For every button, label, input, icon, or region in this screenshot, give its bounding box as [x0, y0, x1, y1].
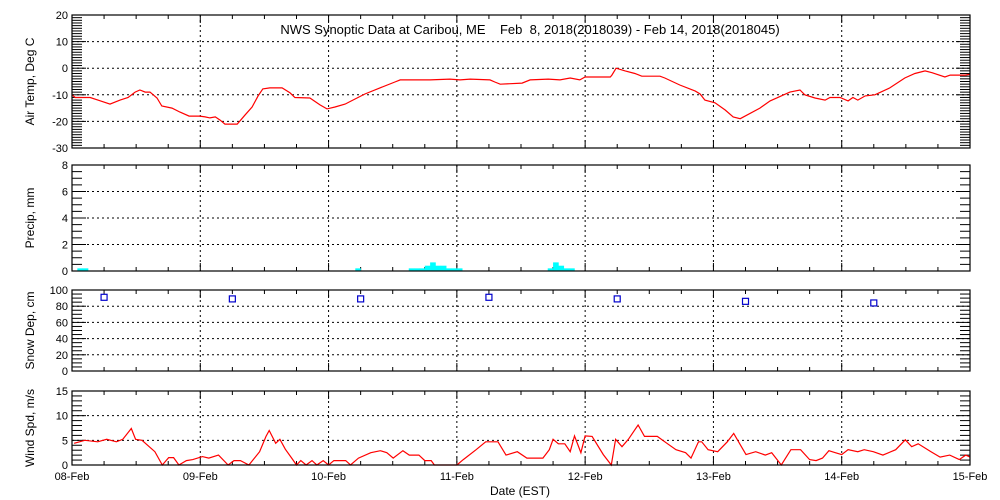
y-tick-label: 40	[56, 334, 68, 346]
panel-frame	[71, 390, 971, 466]
snow-depth-point	[100, 293, 108, 301]
y-axis-label: Precip, mm	[23, 188, 37, 249]
precip-bar	[547, 268, 554, 271]
x-tick-label: 08-Feb	[55, 471, 90, 483]
x-tick-label: 14-Feb	[824, 471, 859, 483]
precip-bar	[553, 262, 559, 271]
precip-bar	[446, 268, 452, 271]
precip-bar	[430, 262, 436, 271]
x-tick-label: 15-Feb	[953, 471, 988, 483]
precip-bar	[435, 265, 442, 271]
y-tick-label: -20	[52, 116, 68, 128]
x-tick-label: 12-Feb	[568, 471, 603, 483]
precip-bar	[419, 268, 426, 271]
precip-bar	[456, 268, 463, 271]
x-axis-label: Date (EST)	[490, 484, 550, 498]
x-tick-label: 10-Feb	[311, 471, 346, 483]
precip-bar	[558, 265, 565, 271]
precip-bar	[414, 268, 420, 271]
chart-title: NWS Synoptic Data at Caribou, ME Feb 8, …	[280, 22, 779, 37]
y-tick-label: 20	[56, 10, 68, 22]
precip-bar	[408, 268, 415, 271]
x-tick-label: 09-Feb	[183, 471, 218, 483]
snow-depth-point	[741, 297, 750, 305]
y-axis-label: Air Temp, Deg C	[23, 37, 37, 125]
snow-depth-point	[870, 299, 878, 307]
panel-frame	[71, 289, 971, 372]
y-tick-label: 100	[50, 285, 68, 297]
snow-depth-point	[357, 295, 365, 303]
y-tick-label: 60	[56, 317, 68, 329]
precip-bar	[569, 268, 575, 271]
precip-bar	[440, 265, 447, 271]
precip-bar	[82, 268, 89, 271]
snow-depth-point	[228, 295, 236, 303]
x-tick-label: 13-Feb	[696, 471, 731, 483]
y-tick-label: 8	[62, 160, 68, 172]
air-temp-line	[71, 67, 971, 125]
wind-speed-line	[73, 423, 971, 467]
y-tick-label: -10	[52, 90, 68, 102]
x-tick-label: 11-Feb	[440, 471, 474, 483]
y-tick-label: 0	[62, 63, 68, 75]
y-tick-label: 20	[56, 350, 68, 362]
y-tick-label: 10	[56, 411, 68, 423]
y-tick-label: 0	[62, 366, 68, 378]
y-tick-label: 2	[62, 240, 68, 252]
y-axis-label: Wind Spd, m/s	[23, 389, 37, 467]
y-tick-label: 10	[56, 37, 68, 49]
snow-depth-point	[485, 293, 493, 301]
precip-bar	[451, 268, 458, 271]
precip-bar	[77, 268, 83, 271]
y-tick-label: -30	[52, 143, 68, 155]
precip-bar	[424, 265, 431, 271]
y-tick-label: 0	[62, 460, 68, 472]
panel-frame	[71, 164, 971, 272]
y-tick-label: 15	[56, 386, 68, 398]
y-tick-label: 5	[62, 435, 68, 447]
precip-bar	[563, 268, 570, 271]
y-axis-label: Snow Dep, cm	[23, 291, 37, 369]
y-tick-label: 4	[62, 213, 68, 225]
snow-depth-point	[613, 295, 621, 303]
y-tick-label: 6	[62, 187, 68, 199]
y-tick-label: 0	[62, 266, 68, 278]
precip-bar	[355, 268, 361, 271]
panel-frame	[71, 14, 971, 149]
y-tick-label: 80	[56, 301, 68, 313]
